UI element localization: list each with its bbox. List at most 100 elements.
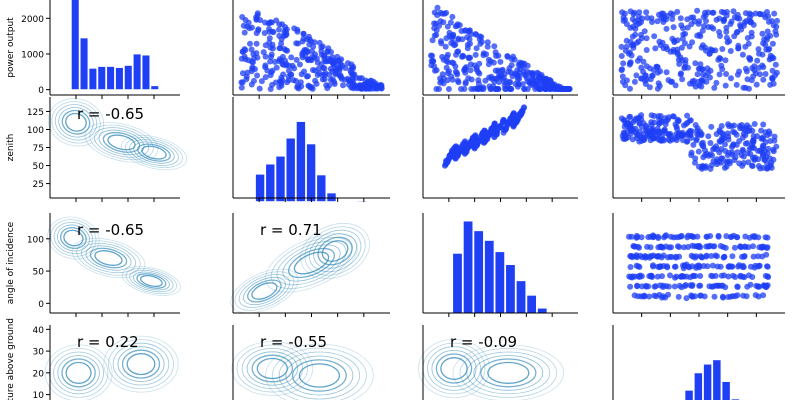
scatter-point [766, 45, 773, 52]
scatter-point [627, 113, 634, 120]
scatter-point [448, 73, 455, 80]
scatter-point [691, 18, 698, 25]
scatter-point [659, 39, 666, 46]
scatter-point [349, 75, 356, 82]
scatter-point [742, 65, 749, 72]
scatter-point [710, 243, 717, 250]
scatter-point [727, 48, 734, 54]
scatter-point [678, 44, 685, 51]
correlation-label: r = 0.71 [260, 221, 322, 239]
kde-contour [89, 124, 154, 161]
kde-contour [53, 351, 104, 395]
scatter-point [449, 59, 456, 66]
scatter-point [702, 47, 709, 54]
scatter-point [742, 233, 749, 240]
scatter-point [467, 40, 473, 47]
scatter-point [769, 54, 776, 61]
y-tick-label: 1000 [21, 50, 44, 60]
histogram-bar [275, 155, 286, 203]
scatter-point [684, 138, 691, 145]
correlation-label: r = -0.55 [260, 333, 327, 351]
scatter-point [632, 125, 639, 132]
scatter-point [708, 253, 715, 259]
scatter-point [504, 53, 511, 60]
kde-contour [241, 347, 303, 389]
scatter-point [669, 16, 676, 22]
scatter-point [638, 64, 645, 71]
scatter-point [478, 38, 485, 45]
scatter-point [745, 40, 752, 47]
subplot-axes-r2-c0 [49, 213, 180, 317]
scatter-point [770, 22, 777, 29]
scatter-point [636, 55, 643, 62]
scatter-point [723, 34, 730, 41]
kde-contour [473, 355, 544, 391]
scatter-point [667, 253, 674, 260]
scatter-point [718, 137, 725, 144]
scatter-point [678, 131, 685, 138]
scatter-point [663, 118, 670, 125]
scatter-point [688, 252, 695, 259]
scatter-point [692, 60, 699, 67]
scatter-point [720, 254, 727, 261]
scatter-point [736, 68, 743, 75]
scatter-point [694, 7, 701, 14]
scatter-point [733, 81, 740, 88]
scatter-point [728, 233, 735, 240]
scatter-point [253, 40, 260, 47]
scatter-point [754, 57, 761, 64]
scatter-point [643, 127, 650, 134]
scatter-point [672, 82, 679, 89]
scatter-point [685, 232, 692, 239]
kde-contour [246, 351, 298, 386]
scatter-point [311, 39, 318, 46]
scatter-point [297, 79, 304, 86]
kde-contour [278, 351, 361, 400]
scatter-point [428, 52, 434, 59]
scatter-point [497, 58, 504, 65]
scatter-point [648, 273, 655, 280]
scatter-point [732, 274, 739, 280]
scatter-r0-c2 [428, 4, 573, 92]
scatter-point [466, 55, 472, 62]
kde-contour [293, 251, 330, 275]
scatter-point [723, 24, 730, 31]
histogram-bar [316, 174, 327, 203]
scatter-point [529, 72, 536, 79]
scatter-point [630, 44, 637, 51]
scatter-point [651, 33, 658, 40]
scatter-point [719, 282, 726, 289]
kde-contour [93, 127, 150, 158]
kde-contour [466, 351, 551, 395]
scatter-point [618, 115, 625, 122]
kde-contour [317, 236, 353, 266]
scatter-point [276, 45, 283, 52]
scatter-point [254, 54, 261, 61]
scatter-point [721, 164, 728, 171]
kde-contour [84, 122, 159, 163]
scatter-point [462, 138, 468, 145]
scatter-r0-c1 [238, 10, 385, 92]
scatter-point [629, 136, 636, 143]
scatter-point [663, 69, 670, 76]
kde-contour [61, 109, 91, 135]
y-axis-label: power output [6, 17, 16, 78]
scatter-point [462, 80, 469, 87]
scatter-point [699, 27, 706, 34]
scatter-point [643, 63, 650, 70]
kde-contour [108, 339, 174, 390]
scatter-point [240, 48, 246, 55]
scatter-r1-c3 [618, 112, 780, 172]
kde-contour [120, 135, 188, 171]
scatter-point [321, 65, 328, 72]
scatter-point [358, 75, 365, 82]
scatter-point [688, 14, 695, 21]
histogram-bar [452, 252, 463, 314]
scatter-point [294, 84, 301, 91]
scatter-point [646, 254, 653, 261]
scatter-point [719, 130, 726, 137]
scatter-point [750, 243, 756, 250]
scatter-point [309, 48, 315, 55]
kde-contour [58, 107, 94, 138]
subplot-axes-r1-c2 [422, 97, 578, 202]
